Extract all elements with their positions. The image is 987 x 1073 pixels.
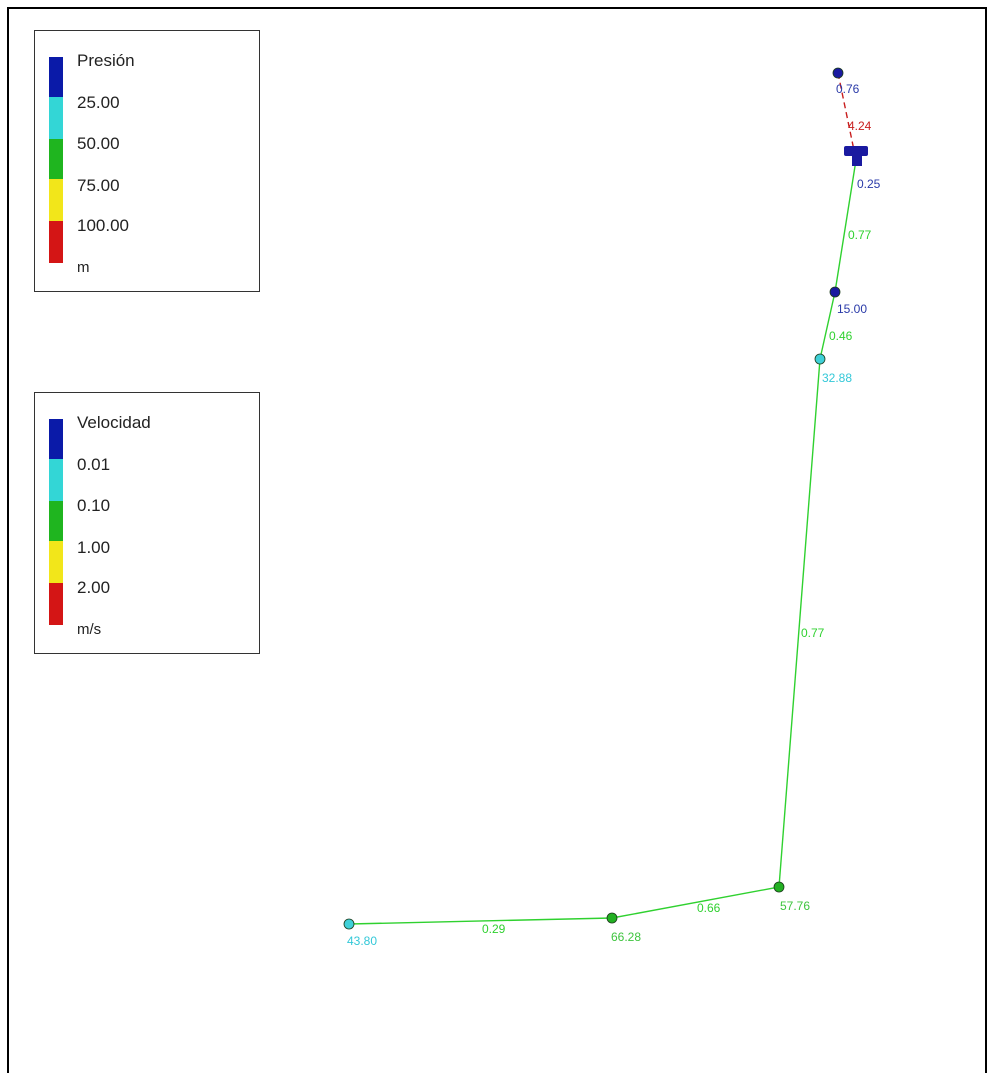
pipe-velocity-label: 0.66	[697, 901, 721, 915]
pump-icon[interactable]	[844, 146, 868, 166]
velocity-tick-3: 1.00	[77, 538, 111, 557]
pressure-tick-4: 100.00	[77, 216, 129, 235]
velocity-color-green	[49, 501, 63, 541]
velocity-legend-title: Velocidad	[77, 413, 151, 432]
velocity-tick-1: 0.01	[77, 455, 111, 474]
pipe-velocity-label: 0.46	[829, 329, 853, 343]
pressure-legend-title: Presión	[77, 51, 135, 70]
pressure-unit: m	[77, 259, 90, 276]
pipe-link[interactable]	[611, 886, 780, 919]
velocity-unit: m/s	[77, 621, 102, 638]
velocity-color-red	[49, 583, 63, 625]
pressure-legend[interactable]: Presión 25.00 50.00 75.00 100.00 m	[34, 30, 260, 292]
node-pressure-label: 43.80	[347, 934, 377, 948]
node-pressure-label: 15.00	[837, 302, 867, 316]
junction-node[interactable]	[829, 286, 841, 298]
node-pressure-label: 0.76	[836, 82, 860, 96]
velocity-color-blue	[49, 419, 63, 459]
pressure-color-cyan	[49, 97, 63, 139]
junction-node[interactable]	[814, 353, 826, 365]
junction-node[interactable]	[343, 918, 355, 930]
node-pressure-label: 66.28	[611, 930, 641, 944]
pressure-tick-2: 50.00	[77, 134, 120, 153]
velocity-legend[interactable]: Velocidad 0.01 0.10 1.00 2.00 m/s	[34, 392, 260, 654]
pipe-link[interactable]	[348, 917, 613, 925]
pipe-velocity-label: 4.24	[848, 119, 872, 133]
pipe-velocity-label: 0.29	[482, 922, 506, 936]
pressure-tick-1: 25.00	[77, 93, 120, 112]
pressure-color-red	[49, 221, 63, 263]
velocity-tick-2: 0.10	[77, 496, 111, 515]
pipe-link[interactable]	[837, 72, 857, 161]
junction-node[interactable]	[606, 912, 618, 924]
pipe-link[interactable]	[834, 159, 857, 293]
pressure-color-green	[49, 139, 63, 179]
pipe-velocity-label: 0.77	[848, 228, 872, 242]
velocity-tick-4: 2.00	[77, 578, 111, 597]
pipe-link[interactable]	[819, 291, 836, 360]
node-pressure-label: 32.88	[822, 371, 852, 385]
velocity-color-yellow	[49, 541, 63, 583]
node-pressure-label: 0.25	[857, 177, 881, 191]
pipe-velocity-label: 0.77	[801, 626, 825, 640]
junction-node[interactable]	[773, 881, 785, 893]
node-pressure-label: 57.76	[780, 899, 810, 913]
pipe-link[interactable]	[778, 358, 821, 888]
pressure-tick-3: 75.00	[77, 176, 120, 195]
pressure-color-blue	[49, 57, 63, 97]
junction-node[interactable]	[832, 67, 844, 79]
velocity-color-cyan	[49, 459, 63, 501]
pressure-color-yellow	[49, 179, 63, 221]
